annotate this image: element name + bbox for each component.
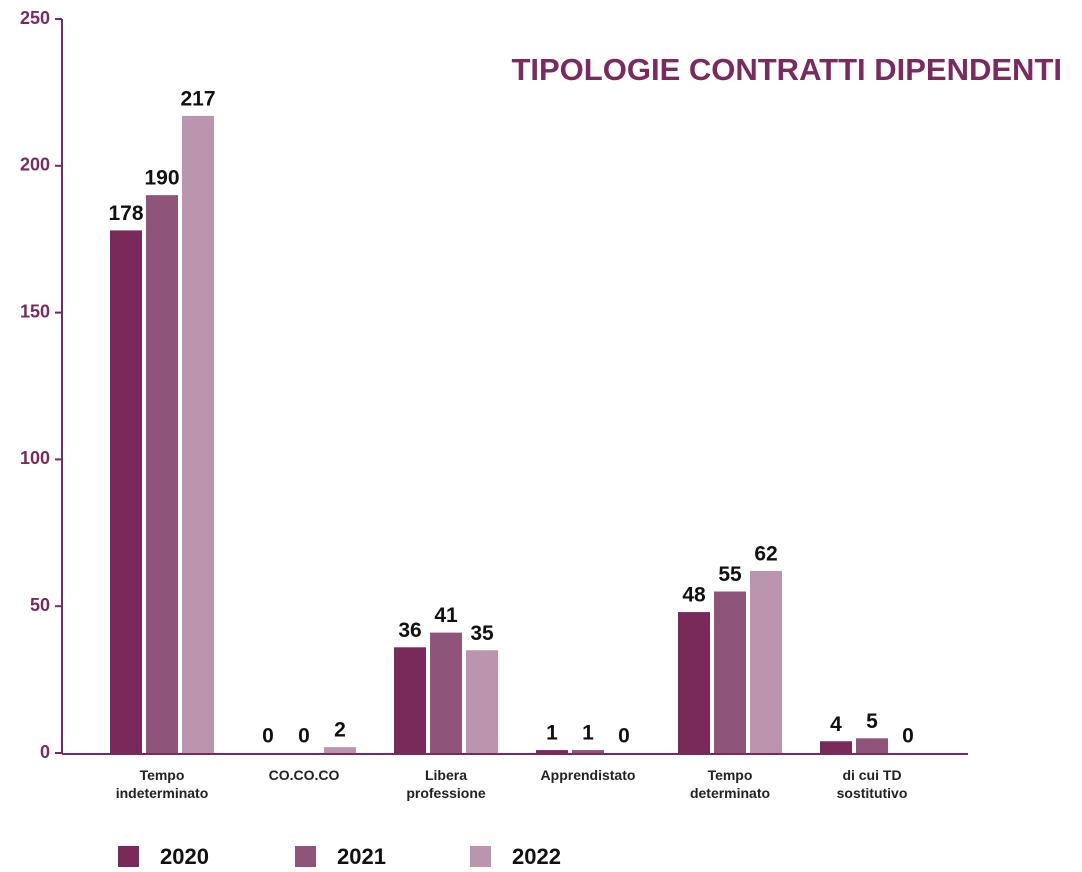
bar	[146, 195, 178, 753]
x-tick-line: Libera	[425, 767, 467, 783]
value-label: 0	[298, 725, 310, 748]
bar	[714, 591, 746, 753]
bar	[394, 647, 426, 753]
x-tick-line: CO.CO.CO	[269, 767, 340, 783]
value-label: 5	[866, 710, 878, 733]
bar	[820, 741, 852, 753]
chart-title: TIPOLOGIE CONTRATTI DIPENDENTI	[511, 52, 1062, 87]
x-tick-line: Tempo	[140, 767, 185, 783]
x-tick-label: Tempo indeterminato	[116, 767, 209, 801]
x-tick-line: sostitutivo	[837, 785, 908, 801]
legend-swatch	[470, 846, 491, 867]
y-tick-label: 0	[40, 742, 50, 762]
legend-label: 2020	[160, 844, 209, 869]
bar	[324, 747, 356, 753]
legend-label: 2021	[337, 844, 386, 869]
bar	[466, 650, 498, 753]
bar	[536, 750, 568, 753]
bar	[110, 230, 142, 754]
value-label: 2	[334, 719, 346, 742]
value-label: 36	[398, 619, 421, 642]
bar	[678, 612, 710, 753]
value-label: 62	[754, 543, 777, 566]
x-tick-line: Apprendistato	[541, 767, 636, 783]
x-tick-label: Apprendistato	[541, 767, 636, 783]
value-label: 190	[144, 167, 179, 190]
y-tick-label: 200	[20, 155, 50, 175]
x-tick-line: determinato	[690, 785, 770, 801]
value-label: 0	[902, 725, 914, 748]
x-tick-label: Tempo determinato	[690, 767, 770, 801]
bar	[430, 632, 462, 753]
x-tick-label: Libera professione	[406, 767, 486, 801]
x-tick-line: professione	[406, 785, 486, 801]
x-tick-line: Tempo	[708, 767, 753, 783]
value-label: 0	[618, 725, 630, 748]
bar	[750, 570, 782, 753]
y-tick-label: 100	[20, 448, 50, 468]
value-label: 41	[434, 604, 458, 627]
x-tick-line: indeterminato	[116, 785, 209, 801]
value-label: 1	[582, 722, 594, 745]
value-label: 0	[262, 725, 274, 748]
value-label: 48	[682, 584, 706, 607]
value-label: 217	[180, 87, 215, 110]
bar	[572, 750, 604, 753]
bar	[182, 115, 214, 753]
value-label: 4	[830, 713, 842, 736]
x-tick-line: di cui TD	[842, 767, 901, 783]
y-tick-label: 250	[20, 8, 50, 28]
value-label: 35	[470, 622, 494, 645]
y-tick-label: 50	[30, 595, 50, 615]
bar	[856, 738, 888, 753]
legend-swatch	[118, 846, 139, 867]
value-label: 178	[108, 202, 143, 225]
value-label: 1	[546, 722, 558, 745]
x-tick-label: di cui TD sostitutivo	[837, 767, 908, 801]
y-tick-label: 150	[20, 301, 50, 321]
value-label: 55	[718, 563, 742, 586]
x-tick-label: CO.CO.CO	[269, 767, 340, 783]
legend-label: 2022	[512, 844, 561, 869]
legend-swatch	[295, 846, 316, 867]
